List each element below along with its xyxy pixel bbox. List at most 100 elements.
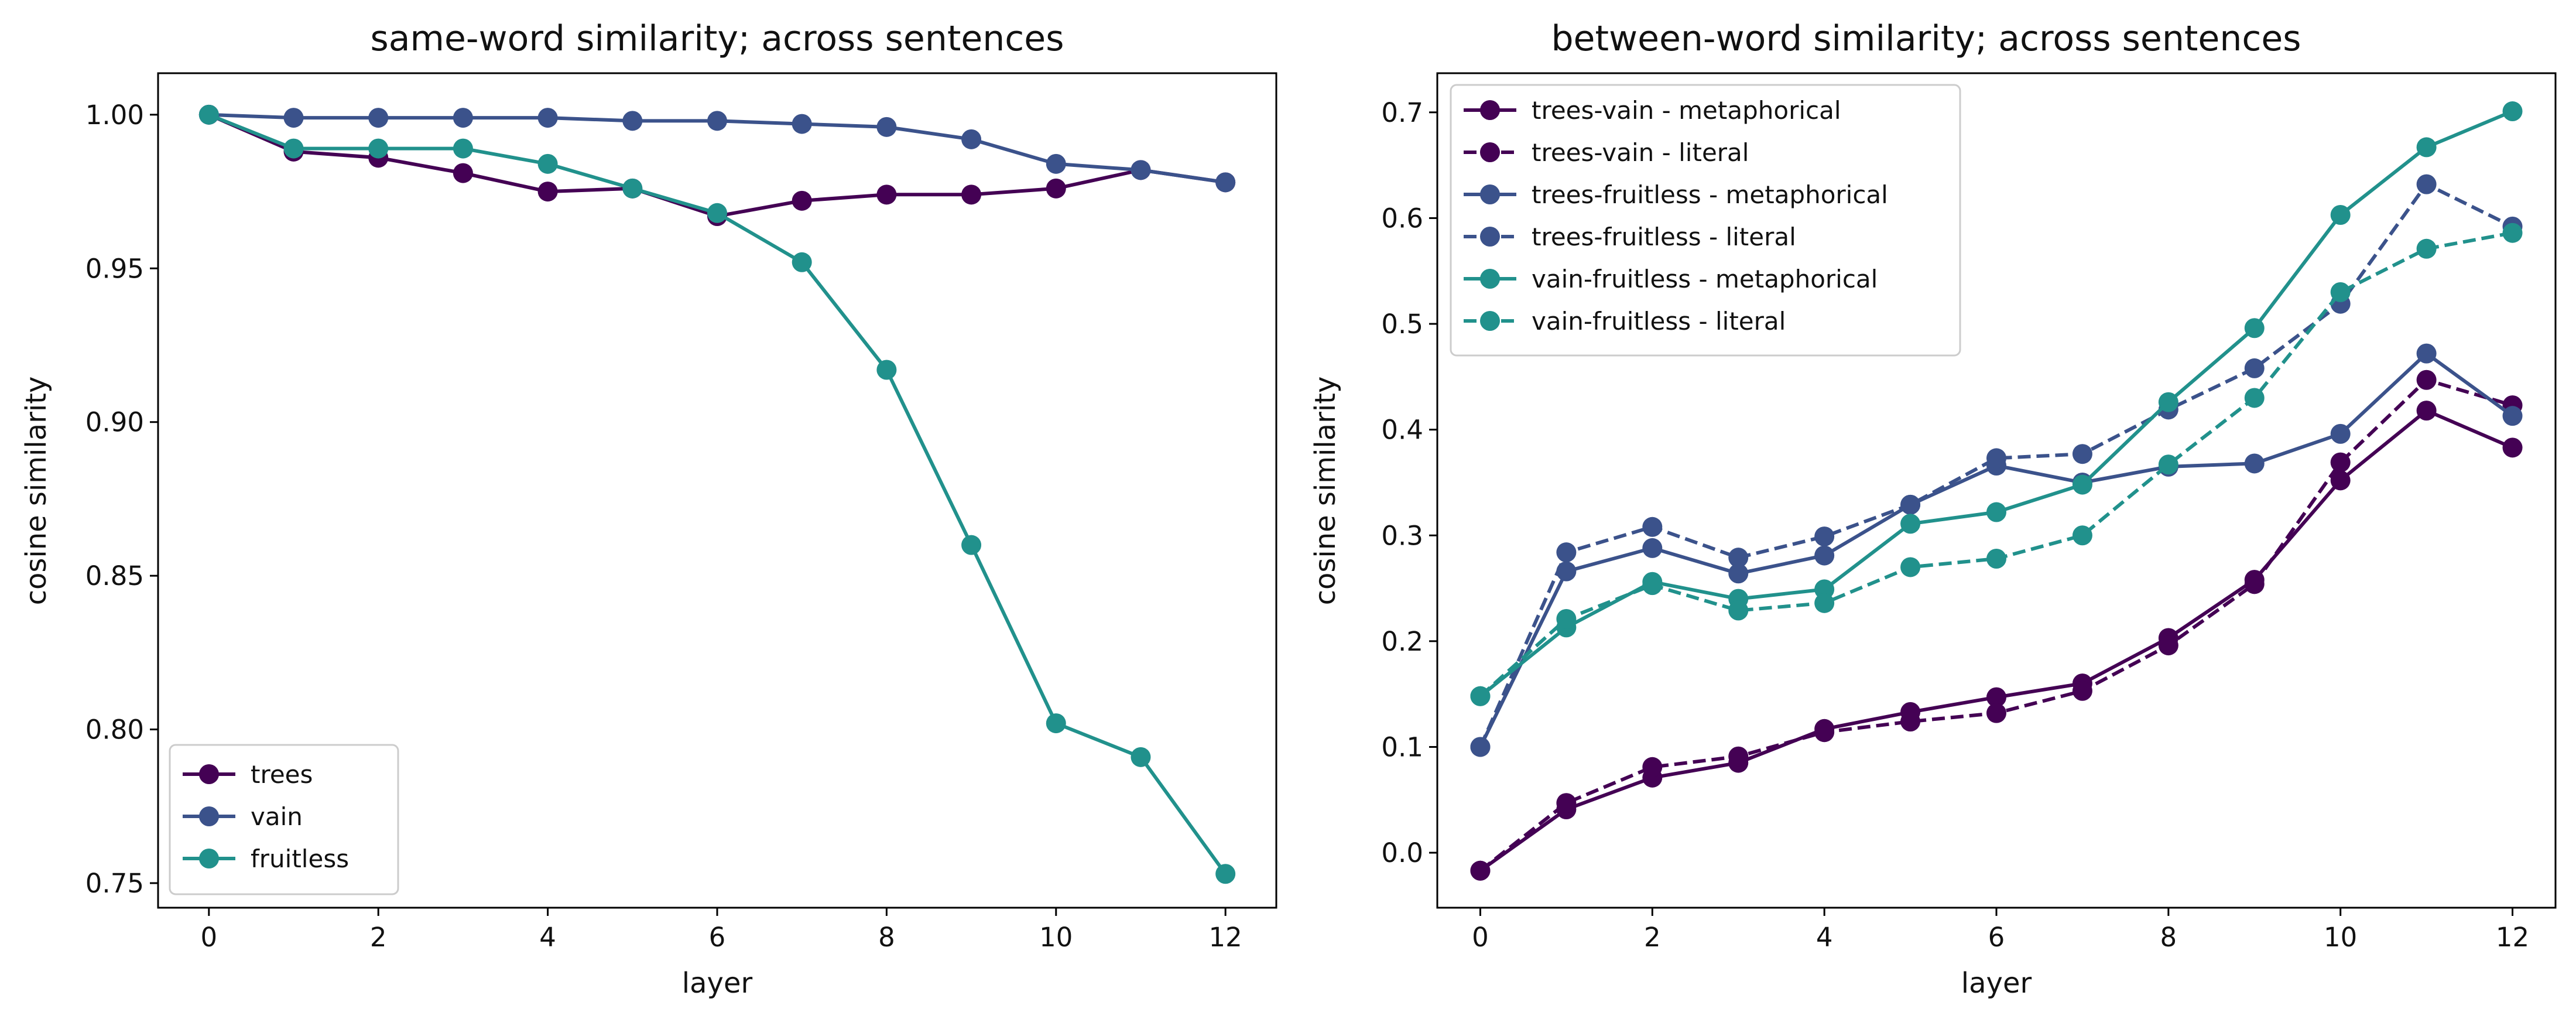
y-tick-label: 0.3 <box>1381 520 1423 551</box>
data-point <box>2244 358 2265 378</box>
data-point <box>2330 452 2351 473</box>
legend-frame <box>1450 84 1961 357</box>
data-point <box>876 184 897 205</box>
data-point <box>1814 593 1835 613</box>
data-point <box>1728 600 1749 621</box>
x-tick-label: 10 <box>2324 922 2357 953</box>
data-point <box>1556 542 1577 563</box>
data-point <box>2158 392 2178 412</box>
legend-label: vain <box>251 802 303 831</box>
data-point <box>2072 525 2092 546</box>
x-tick-label: 12 <box>2496 922 2529 953</box>
data-point <box>1046 178 1066 199</box>
x-tick-label: 4 <box>1816 922 1833 953</box>
data-point <box>1046 153 1066 174</box>
data-point <box>2416 174 2437 194</box>
data-point <box>2502 406 2523 426</box>
x-tick-label: 12 <box>1209 922 1242 953</box>
legend-entry: vain-fruitless - metaphorical <box>1464 265 1878 293</box>
legend-entry: trees-vain - metaphorical <box>1464 96 1841 125</box>
data-point <box>707 203 727 223</box>
series-group <box>1470 101 2523 881</box>
data-point <box>453 108 473 128</box>
x-tick-label: 6 <box>709 922 726 953</box>
y-tick-label: 0.1 <box>1381 731 1423 762</box>
legend-label: trees <box>251 760 313 789</box>
data-point <box>537 182 558 202</box>
data-point <box>1642 538 1663 558</box>
legend-swatch-marker <box>1480 184 1500 204</box>
data-point <box>1556 793 1577 813</box>
data-point <box>1728 563 1749 584</box>
data-point <box>1215 864 1236 884</box>
data-point <box>1814 545 1835 566</box>
legend-entry: vain <box>183 802 303 831</box>
x-tick-label: 4 <box>539 922 556 953</box>
data-point <box>537 153 558 174</box>
data-point <box>961 535 982 555</box>
data-point <box>1986 448 2006 468</box>
y-tick-label: 0.95 <box>85 253 144 284</box>
data-point <box>453 138 473 159</box>
data-point <box>2502 437 2523 458</box>
y-axis-label: cosine similarity <box>20 377 53 606</box>
x-tick-label: 10 <box>1039 922 1073 953</box>
chart-title: between-word similarity; across sentence… <box>1551 18 2301 59</box>
legend-entry: trees <box>183 760 313 789</box>
data-point <box>1814 526 1835 547</box>
legend: trees-vain - metaphorical trees-vain - li… <box>1450 84 1961 357</box>
y-tick-label: 0.0 <box>1381 837 1423 868</box>
data-point <box>198 104 219 125</box>
data-point <box>2416 137 2437 158</box>
chart-title: same-word similarity; across sentences <box>371 18 1064 59</box>
legend-label: trees-vain - metaphorical <box>1532 96 1841 125</box>
data-point <box>707 111 727 131</box>
data-point <box>1470 860 1491 881</box>
series-fruitless <box>198 104 1236 884</box>
data-point <box>876 360 897 380</box>
data-point <box>1814 579 1835 600</box>
legend-entry: trees-fruitless - metaphorical <box>1464 180 1888 209</box>
data-point <box>1642 757 1663 777</box>
legend-swatch-marker <box>199 764 219 784</box>
data-point <box>1986 548 2006 569</box>
x-tick-label: 0 <box>200 922 217 953</box>
legend-swatch-marker <box>1480 227 1500 247</box>
series-line <box>1479 409 2513 873</box>
data-point <box>792 114 812 134</box>
data-point <box>2416 401 2437 421</box>
tick-group: 0 2 4 6 8 10 12 0.0 0.1 0.2 0.3 0.4 0.5 0.6 0.7 <box>1381 97 2529 953</box>
legend-label: trees-fruitless - literal <box>1532 223 1796 251</box>
data-point <box>622 178 643 199</box>
data-point <box>1900 712 1921 732</box>
legend-entry: trees-vain - literal <box>1464 138 1749 167</box>
data-point <box>2244 388 2265 408</box>
data-point <box>1215 172 1236 193</box>
data-point <box>2244 318 2265 338</box>
data-point <box>1986 703 2006 723</box>
legend-label: vain-fruitless - metaphorical <box>1532 265 1878 293</box>
legend-entry: fruitless <box>183 844 349 873</box>
data-point <box>1046 713 1066 734</box>
data-point <box>1556 608 1577 629</box>
data-point <box>2330 205 2351 225</box>
data-point <box>1728 548 1749 568</box>
data-point <box>2416 370 2437 390</box>
data-point <box>2502 223 2523 243</box>
data-point <box>453 163 473 183</box>
data-point <box>2330 470 2351 491</box>
y-axis-label: cosine similarity <box>1309 377 1342 606</box>
data-point <box>1131 160 1151 180</box>
data-point <box>1131 747 1151 767</box>
data-point <box>1470 686 1491 706</box>
data-point <box>283 138 304 159</box>
data-point <box>1728 746 1749 767</box>
chart-between-word-similarity: between-word similarity; across sentence… <box>1309 18 2557 1000</box>
data-point <box>1470 737 1491 757</box>
y-tick-label: 0.2 <box>1381 626 1423 657</box>
data-point <box>2158 635 2178 656</box>
data-point <box>1986 687 2006 707</box>
series-group <box>198 104 1236 884</box>
data-point <box>283 108 304 128</box>
